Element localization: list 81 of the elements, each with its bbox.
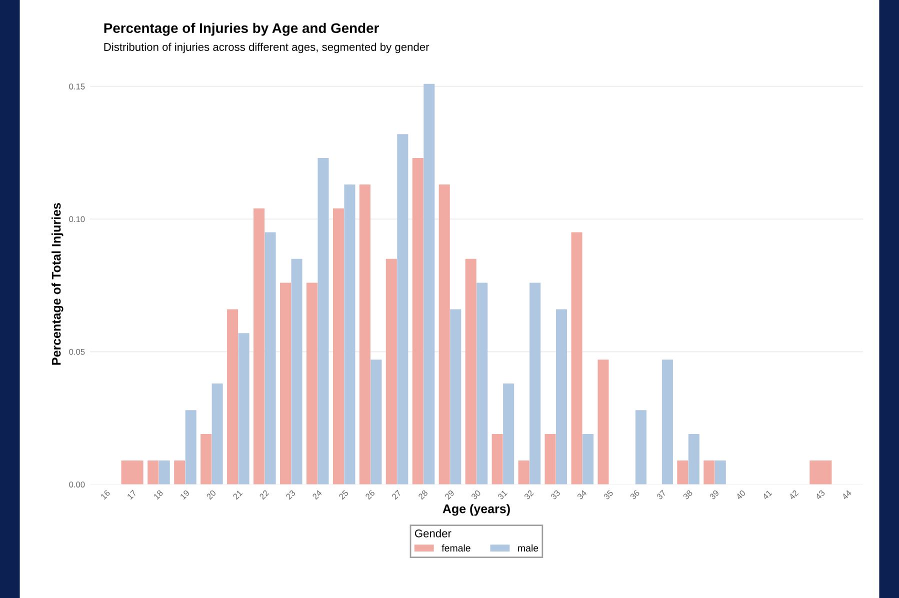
bar: [227, 309, 238, 484]
bar: [386, 258, 397, 484]
bar: [412, 158, 424, 484]
x-tick-label: 29: [444, 490, 455, 500]
bar: [450, 309, 462, 484]
x-tick-label: 19: [180, 490, 190, 500]
bar: [158, 460, 170, 484]
bar: [476, 282, 488, 484]
x-tick-label: 21: [232, 490, 243, 500]
x-tick-label: 24: [312, 490, 322, 500]
y-tick-label: 0.10: [69, 216, 85, 222]
x-tick-label: 23: [286, 490, 296, 500]
y-tick-label: 0.15: [69, 84, 85, 90]
bar: [174, 460, 186, 484]
x-tick-label: 42: [788, 490, 799, 500]
legend-label: male: [518, 544, 538, 552]
x-tick-label: 18: [153, 490, 164, 500]
bar: [318, 158, 329, 484]
bar: [185, 410, 196, 484]
bar: [556, 309, 568, 484]
bar: [598, 360, 609, 484]
bar: [344, 184, 356, 484]
bar: [530, 282, 541, 484]
bar: [306, 282, 318, 484]
x-tick-label: 39: [709, 490, 720, 500]
x-tick-label: 36: [630, 490, 640, 500]
legend-title: Gender: [414, 529, 452, 538]
bar: [148, 460, 159, 484]
bar: [544, 434, 556, 484]
bar: [571, 232, 582, 484]
x-tick-label: 43: [814, 490, 826, 500]
x-tick-label: 33: [550, 490, 560, 500]
bar: [503, 384, 514, 484]
x-tick-label: 44: [841, 490, 852, 500]
x-tick-label: 27: [391, 490, 402, 500]
bar: [438, 184, 450, 484]
y-axis-title: Percentage of Total Injuries: [52, 203, 64, 365]
x-tick-label: 16: [100, 490, 110, 500]
bar: [200, 434, 212, 484]
chart-subtitle: Distribution of injuries across different ages, segmented by gender: [104, 42, 430, 54]
y-tick-label: 0.05: [69, 348, 85, 355]
bar: [359, 184, 370, 484]
bar: [704, 460, 715, 484]
chart-title: Percentage of Injuries by Age and Gender: [104, 22, 379, 36]
bar: [332, 208, 344, 484]
bar: [291, 258, 302, 484]
bar: [582, 434, 594, 484]
x-tick-label: 17: [126, 490, 137, 500]
bar: [280, 282, 292, 484]
bar: [264, 232, 276, 484]
x-tick-label: 22: [259, 490, 270, 500]
bar: [465, 258, 476, 484]
x-tick-label: 20: [206, 490, 216, 500]
bar: [518, 460, 530, 484]
bar: [238, 333, 250, 484]
x-tick-label: 38: [682, 490, 693, 500]
legend-label: female: [442, 544, 470, 552]
bar: [212, 384, 223, 484]
x-tick-label: 37: [656, 490, 666, 500]
bar: [635, 410, 646, 484]
bar: [677, 460, 688, 484]
x-tick-label: 34: [576, 490, 588, 500]
x-tick-label: 30: [470, 490, 482, 500]
x-tick-label: 35: [603, 490, 614, 500]
y-tick-label: 0.00: [69, 482, 85, 488]
bar: [254, 208, 265, 484]
x-tick-label: 40: [736, 490, 746, 500]
x-tick-label: 28: [418, 490, 428, 500]
bar: [397, 134, 408, 484]
bar: [662, 360, 673, 484]
x-axis-title: Age (years): [442, 504, 510, 516]
bar: [492, 434, 503, 484]
bar: [688, 434, 700, 484]
x-tick-label: 41: [762, 490, 772, 500]
x-tick-label: 25: [338, 490, 349, 500]
bar: [714, 460, 726, 484]
x-tick-label: 31: [497, 490, 508, 500]
x-tick-label: 32: [524, 490, 534, 500]
x-tick-label: 26: [364, 490, 376, 500]
bar: [370, 360, 382, 484]
bar: [424, 84, 435, 484]
